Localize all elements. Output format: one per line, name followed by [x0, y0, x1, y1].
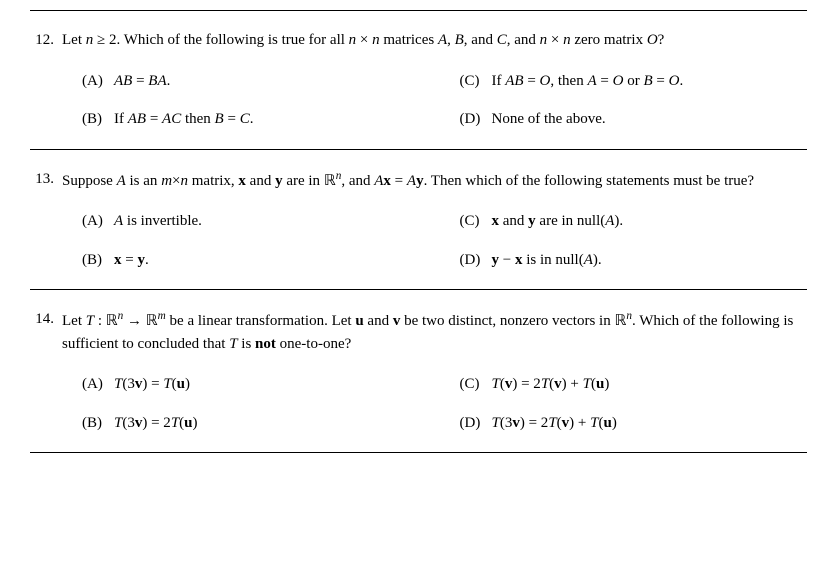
option-label: (B) [82, 249, 114, 272]
option-a: (A)A is invertible. [82, 210, 430, 233]
question-number: 13. [30, 168, 62, 191]
option-text: x = y. [114, 249, 430, 272]
option-label: (D) [460, 412, 492, 435]
option-b: (B)If AB = AC then B = C. [82, 108, 430, 131]
option-text: T(3v) = T(u) [114, 373, 430, 396]
option-label: (B) [82, 108, 114, 131]
question-3: 14.Let T : ℝn → ℝm be a linear transform… [30, 289, 807, 453]
option-text: AB = BA. [114, 70, 430, 93]
option-b: (B)x = y. [82, 249, 430, 272]
option-text: T(3v) = 2T(u) [114, 412, 430, 435]
question-2: 13.Suppose A is an m×n matrix, x and y a… [30, 149, 807, 290]
option-d: (D)y − x is in null(A). [460, 249, 808, 272]
option-label: (A) [82, 70, 114, 93]
question-header: 12.Let n ≥ 2. Which of the following is … [30, 29, 807, 52]
option-d: (D)T(3v) = 2T(v) + T(u) [460, 412, 808, 435]
option-text: If AB = AC then B = C. [114, 108, 430, 131]
option-b: (B)T(3v) = 2T(u) [82, 412, 430, 435]
option-text: y − x is in null(A). [492, 249, 808, 272]
option-label: (A) [82, 373, 114, 396]
option-text: x and y are in null(A). [492, 210, 808, 233]
option-label: (A) [82, 210, 114, 233]
option-text: If AB = O, then A = O or B = O. [492, 70, 808, 93]
option-label: (B) [82, 412, 114, 435]
option-text: T(v) = 2T(v) + T(u) [492, 373, 808, 396]
options-grid: (A)T(3v) = T(u)(B)T(3v) = 2T(u)(C)T(v) =… [30, 373, 807, 434]
option-label: (C) [460, 373, 492, 396]
option-label: (C) [460, 210, 492, 233]
option-text: A is invertible. [114, 210, 430, 233]
option-c: (C)T(v) = 2T(v) + T(u) [460, 373, 808, 396]
question-1: 12.Let n ≥ 2. Which of the following is … [30, 10, 807, 149]
option-c: (C)If AB = O, then A = O or B = O. [460, 70, 808, 93]
option-label: (D) [460, 108, 492, 131]
question-header: 14.Let T : ℝn → ℝm be a linear transform… [30, 308, 807, 355]
option-a: (A)AB = BA. [82, 70, 430, 93]
option-label: (D) [460, 249, 492, 272]
question-text: Let n ≥ 2. Which of the following is tru… [62, 29, 807, 52]
options-grid: (A)A is invertible.(B)x = y.(C)x and y a… [30, 210, 807, 271]
option-text: None of the above. [492, 108, 808, 131]
options-grid: (A)AB = BA.(B)If AB = AC then B = C.(C)I… [30, 70, 807, 131]
option-label: (C) [460, 70, 492, 93]
question-text: Suppose A is an m×n matrix, x and y are … [62, 168, 807, 193]
question-number: 14. [30, 308, 62, 331]
option-d: (D)None of the above. [460, 108, 808, 131]
option-c: (C)x and y are in null(A). [460, 210, 808, 233]
option-a: (A)T(3v) = T(u) [82, 373, 430, 396]
question-number: 12. [30, 29, 62, 52]
question-header: 13.Suppose A is an m×n matrix, x and y a… [30, 168, 807, 193]
option-text: T(3v) = 2T(v) + T(u) [492, 412, 808, 435]
question-text: Let T : ℝn → ℝm be a linear transformati… [62, 308, 807, 355]
